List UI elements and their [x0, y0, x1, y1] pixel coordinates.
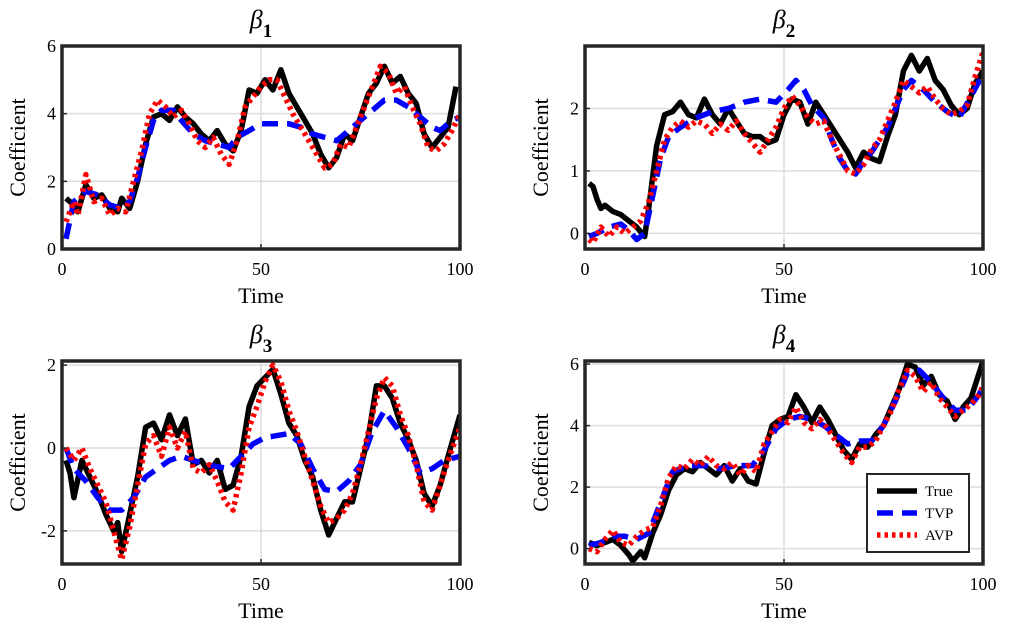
x-tick-label: 50	[252, 259, 270, 279]
chart-panel-beta-3: 0 50 100 -2 0 2 Time Coefficient β3	[5, 320, 474, 623]
series-line-avp	[587, 367, 983, 555]
series-line-avp	[63, 362, 460, 563]
x-tick-label: 50	[775, 574, 793, 594]
y-axis-label: Coefficient	[528, 98, 553, 197]
chart-title: β1	[249, 5, 272, 42]
x-axis-label: Time	[238, 283, 284, 308]
x-axis-label: Time	[761, 283, 807, 308]
y-axis-label: Coefficient	[5, 413, 30, 512]
x-tick-label: 100	[447, 259, 474, 279]
x-axis-label: Time	[238, 598, 284, 623]
series-line-true	[588, 361, 983, 564]
x-tick-label: 0	[58, 574, 67, 594]
chart-panel-beta-2: 0 50 100 0 1 2 Time Coefficient β2	[528, 5, 997, 308]
series-line-tvp	[63, 407, 460, 513]
y-axis-label: Coefficient	[5, 98, 30, 197]
series-line-tvp	[63, 97, 460, 240]
chart-title: β2	[772, 5, 795, 42]
y-tick-label: 0	[570, 539, 579, 559]
y-tick-label: 0	[47, 438, 56, 458]
x-tick-label: 0	[581, 574, 590, 594]
y-tick-label: 2	[47, 171, 56, 191]
chart-title: β3	[249, 320, 272, 357]
y-tick-label: 6	[570, 354, 579, 374]
y-tick-label: 6	[47, 36, 56, 56]
x-tick-label: 50	[775, 259, 793, 279]
chart-title: β4	[772, 320, 796, 357]
y-tick-label: 0	[47, 239, 56, 259]
series-group	[63, 63, 460, 240]
y-tick-label: 2	[570, 98, 579, 118]
legend-label-true: True	[925, 484, 953, 500]
series-group	[587, 361, 983, 564]
x-tick-label: 100	[447, 574, 474, 594]
y-tick-label: 0	[570, 223, 579, 243]
y-tick-label: 2	[47, 355, 56, 375]
x-tick-label: 0	[58, 259, 67, 279]
y-tick-label: 2	[570, 477, 579, 497]
x-tick-label: 50	[252, 574, 270, 594]
y-axis-label: Coefficient	[528, 413, 553, 512]
chart-panel-beta-1: 0 50 100 0 2 4 6 Time Coefficient β1	[5, 5, 474, 308]
x-tick-label: 0	[581, 259, 590, 279]
y-tick-label: 4	[47, 104, 56, 124]
legend-label-tvp: TVP	[925, 506, 953, 522]
series-group	[587, 51, 983, 246]
y-tick-label: 1	[570, 161, 579, 181]
series-group	[63, 362, 460, 563]
x-tick-label: 100	[970, 259, 997, 279]
y-tick-label: 4	[570, 416, 579, 436]
chart-panel-beta-4: 0 50 100 0 2 4 6 Time Coefficient β4	[528, 320, 997, 623]
x-tick-label: 100	[970, 574, 997, 594]
legend-label-avp: AVP	[925, 528, 953, 544]
series-line-true	[63, 366, 460, 555]
series-line-tvp	[587, 72, 983, 243]
y-tick-label: -2	[41, 521, 56, 541]
x-axis-label: Time	[761, 598, 807, 623]
legend: True TVP AVP	[866, 473, 970, 553]
